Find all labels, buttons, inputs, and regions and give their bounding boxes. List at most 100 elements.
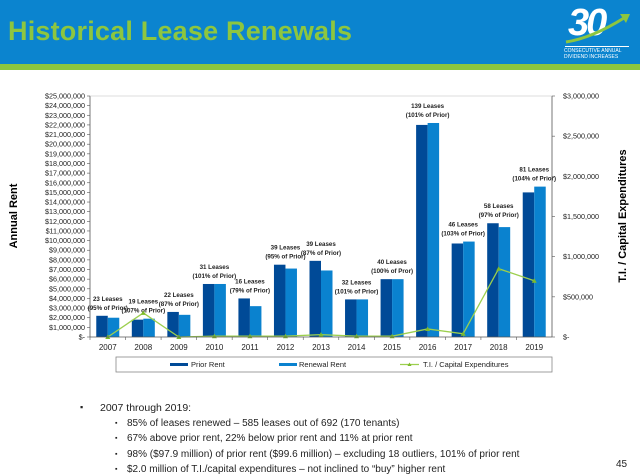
y-tick-label: $22,000,000 [45,120,85,129]
y2-axis-label: T.I. / Capital Expenditures [617,149,629,282]
y-tick-label: $15,000,000 [45,188,85,197]
bar-annotation-leases: 19 Leases [129,299,159,306]
bar-prior-rent [416,124,428,337]
y2-tick-label: $2,500,000 [563,132,599,141]
y-tick-label: $8,000,000 [49,255,85,264]
bar-prior-rent [522,192,535,337]
y2-tick-label: $1,500,000 [563,212,599,221]
bar-renewal-rent [321,270,333,337]
dividend-logo: 30 CONSECUTIVE ANNUAL DIVIDEND INCREASES [562,2,632,62]
bar-annotation-leases: 58 Leases [484,203,514,210]
y-tick-label: $17,000,000 [45,169,85,178]
bar-annotation-percent: (87% of Prior) [159,301,199,308]
lease-renewal-chart: $-$1,000,000$2,000,000$3,000,000$4,000,0… [8,92,629,373]
legend: Prior Rent Renewal Rent T.I. / Capital E… [115,356,553,373]
line-marker-ti-capex [496,266,502,271]
y-tick-label: $- [79,333,86,342]
bar-annotation-leases: 40 Leases [377,259,407,266]
bar-annotation-leases: 23 Leases [93,296,123,303]
x-tick-label: 2015 [383,343,401,352]
bullet-main: 2007 through 2019: [80,402,191,414]
y-tick-label: $18,000,000 [45,159,85,168]
bar-renewal-rent [534,186,546,337]
y-tick-label: $9,000,000 [49,246,85,255]
bar-annotation-percent: (104% of Prior) [512,176,556,183]
bar-prior-rent [309,260,321,337]
bar-prior-rent [451,243,464,337]
bar-annotation-percent: (79% of Prior) [230,287,270,294]
y-tick-label: $19,000,000 [45,149,85,158]
y-tick-label: $11,000,000 [46,226,85,235]
bullet-item: $2.0 million of T.I./capital expenditure… [115,464,445,475]
logo-divider [565,46,629,47]
y-tick-label: $5,000,000 [49,284,85,293]
x-tick-label: 2014 [348,343,366,352]
y2-tick-label: $3,000,000 [563,92,599,101]
bar-renewal-rent [285,268,297,337]
bullet-item: 85% of leases renewed – 585 leases out o… [115,418,399,429]
bar-renewal-rent [214,283,226,337]
bar-prior-rent [238,298,250,337]
bar-prior-rent [273,264,286,337]
line-marker-ti-capex [318,332,324,337]
bar-annotation-percent: (95% of Prior) [265,254,305,261]
y-tick-label: $21,000,000 [45,130,85,139]
legend-swatch-renewal-rent [279,363,297,366]
bar-annotation-leases: 46 Leases [448,222,478,229]
logo-text-line1: CONSECUTIVE ANNUAL [564,48,622,54]
bar-renewal-rent [143,318,155,337]
bar-prior-rent [345,299,357,337]
bar-annotation-percent: (101% of Prior) [406,112,450,119]
y-tick-label: $7,000,000 [49,265,85,274]
header-banner [0,0,640,64]
bar-prior-rent [380,279,393,337]
logo-text-line2: DIVIDEND INCREASES [564,54,619,60]
x-tick-label: 2011 [241,343,259,352]
y-tick-label: $1,000,000 [49,323,85,332]
y-tick-label: $10,000,000 [45,236,85,245]
y-tick-label: $14,000,000 [45,198,85,207]
y-tick-label: $4,000,000 [49,294,85,303]
bar-renewal-rent [392,279,404,337]
bar-prior-rent [202,283,215,337]
x-tick-label: 2019 [525,343,543,352]
legend-label-ti-capex: T.I. / Capital Expenditures [423,360,509,369]
bar-annotation-percent: (100% of Pror) [371,268,413,275]
line-marker-ti-capex [531,278,537,283]
y2-tick-label: $- [563,333,570,342]
line-marker-ti-capex [460,331,466,336]
bar-annotation-leases: 39 Leases [271,245,301,252]
line-marker-ti-capex [425,326,431,331]
x-tick-label: 2013 [312,343,330,352]
bar-prior-rent [131,319,144,337]
bar-prior-rent [96,315,108,337]
legend-swatch-prior-rent [170,363,188,366]
y2-tick-label: $1,000,000 [563,252,599,261]
y-tick-label: $13,000,000 [45,207,85,216]
y-tick-label: $6,000,000 [49,275,85,284]
legend-label-renewal-rent: Renewal Rent [299,360,347,369]
x-tick-label: 2017 [454,343,472,352]
y-axis-label: Annual Rent [8,183,20,248]
y2-tick-label: $500,000 [563,292,593,301]
bar-annotation-percent: (101% of Prior) [335,288,379,295]
y-tick-label: $3,000,000 [49,304,85,313]
y-tick-label: $20,000,000 [45,140,85,149]
line-marker-ti-capex [140,310,146,315]
bar-annotation-percent: (95% of Prior) [88,305,128,312]
y-tick-label: $23,000,000 [45,111,85,120]
bar-renewal-rent [427,122,440,337]
y-tick-label: $2,000,000 [49,313,85,322]
x-tick-label: 2009 [170,343,188,352]
bar-annotation-leases: 31 Leases [200,264,230,271]
bar-annotation-percent: (101% of Prior) [193,273,237,280]
page-number: 45 [616,459,628,470]
x-tick-label: 2018 [490,343,508,352]
bar-annotation-leases: 22 Leases [164,292,194,299]
y-tick-label: $24,000,000 [45,101,85,110]
bar-annotation-leases: 32 Leases [342,279,372,286]
bar-annotation-leases: 139 Leases [411,103,445,110]
bar-renewal-rent [107,317,120,337]
header-stripe [0,64,640,70]
bar-renewal-rent [498,227,511,337]
